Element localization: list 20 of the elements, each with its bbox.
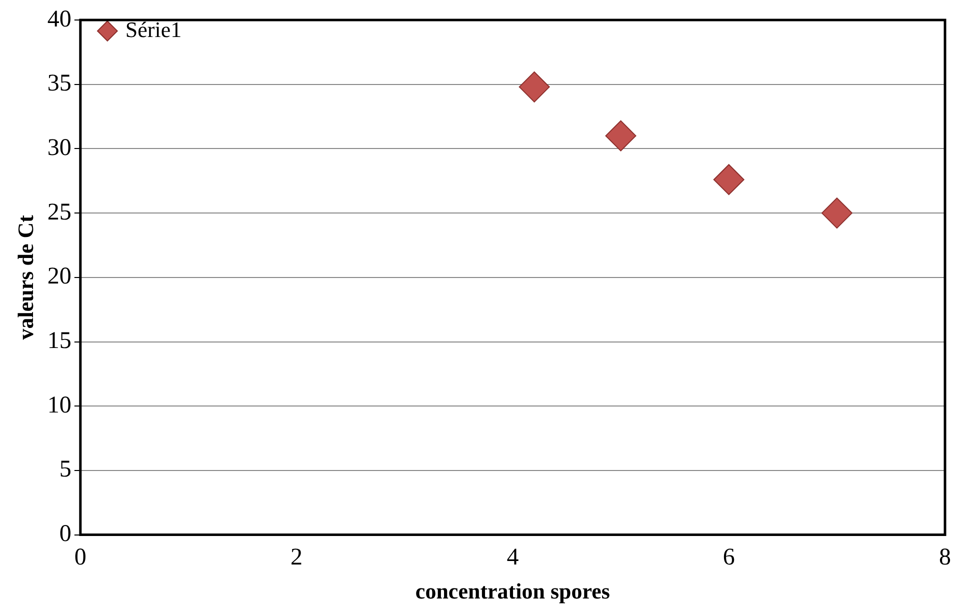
x-tick-label: 8 — [939, 544, 951, 570]
legend-label: Série1 — [125, 16, 182, 42]
y-tick-label: 5 — [59, 456, 72, 483]
y-tick-label: 40 — [47, 6, 72, 32]
point — [821, 198, 852, 229]
point — [518, 71, 550, 102]
x-tick-label: 6 — [722, 544, 735, 570]
y-tick-label: 0 — [59, 521, 72, 548]
x-tick-label: 4 — [506, 544, 519, 570]
point — [713, 164, 744, 196]
x-tick-label: 2 — [290, 544, 303, 570]
point — [605, 120, 636, 152]
y-tick-label: 10 — [47, 392, 72, 418]
y-tick-label: 35 — [47, 70, 72, 97]
y-tick-label: 15 — [47, 328, 72, 354]
x-axis-title: concentration spores — [415, 578, 610, 604]
y-tick-label: 25 — [47, 199, 72, 226]
y-axis-title: valeurs de Ct — [12, 214, 38, 340]
y-tick-label: 20 — [47, 264, 72, 290]
y-tick-label: 30 — [47, 134, 72, 161]
